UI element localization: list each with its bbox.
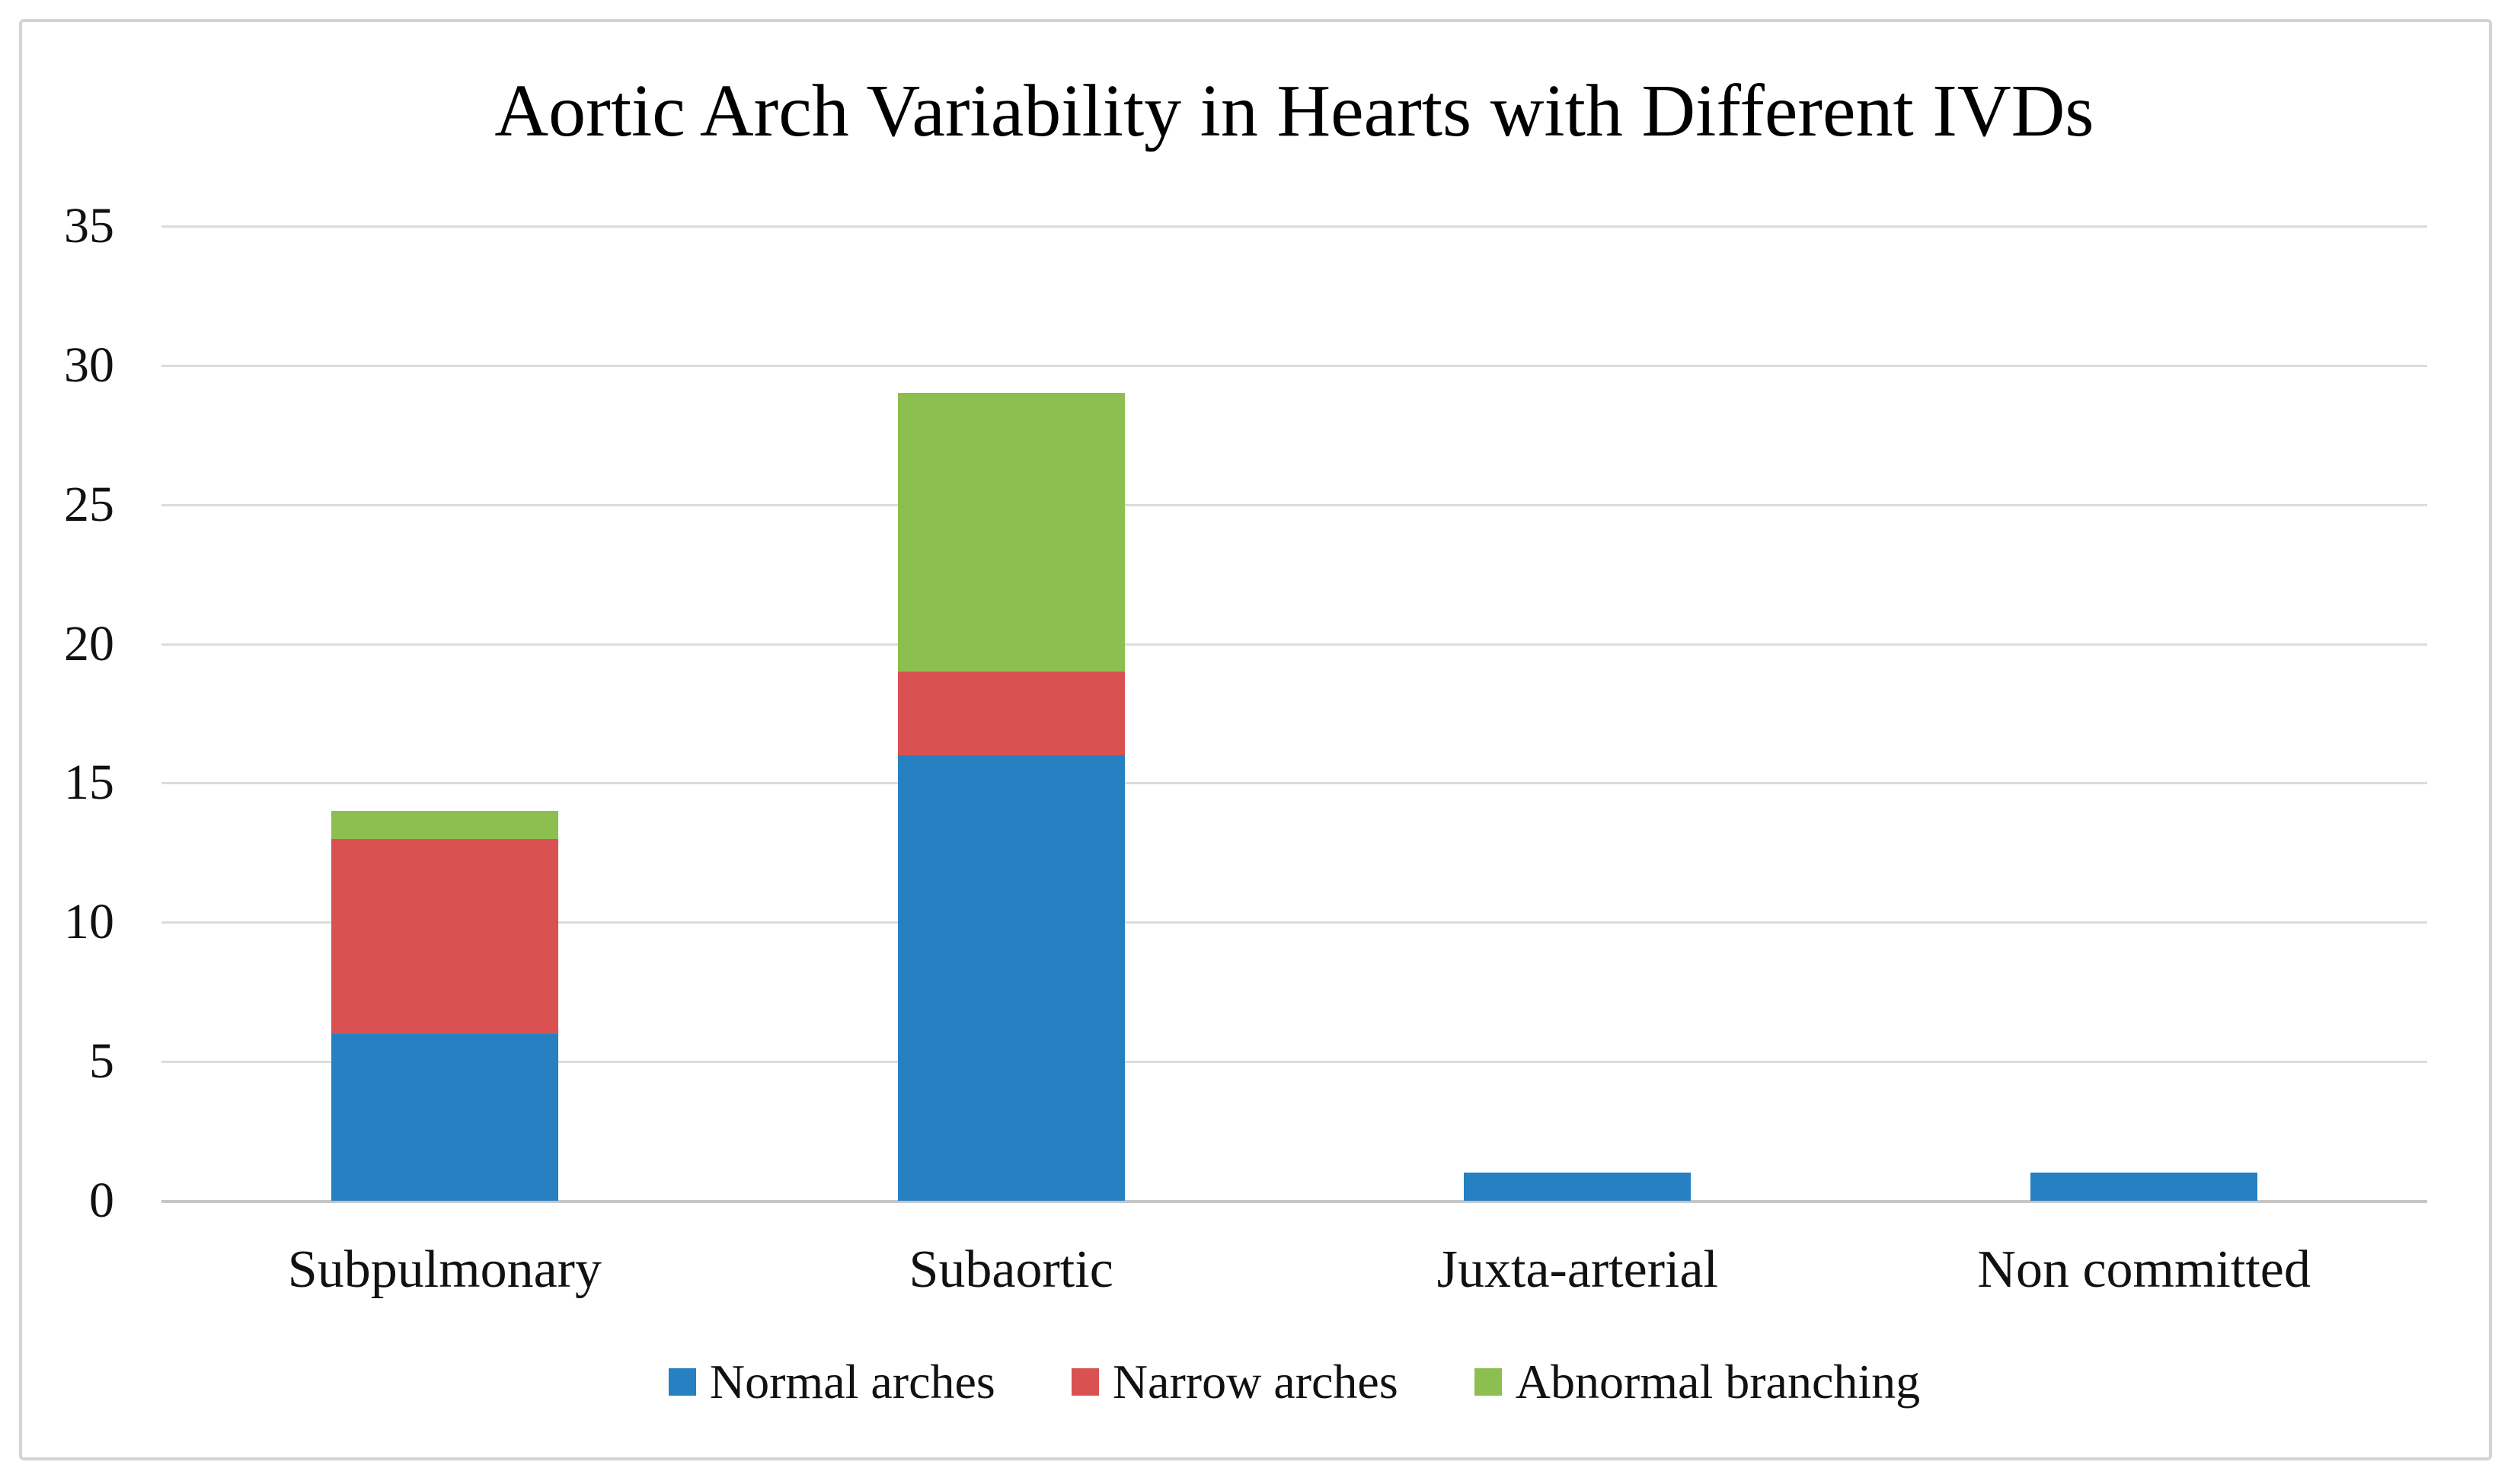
x-axis-line (161, 1200, 2427, 1203)
y-axis-label: 0 (89, 1173, 114, 1228)
bar-segment-subaortic-abnormal-branching (897, 393, 1125, 672)
x-axis-label-non-committed: Non committed (1977, 1240, 2311, 1299)
y-axis-label: 20 (64, 615, 114, 672)
chart-title: Aortic Arch Variability in Hearts with D… (494, 70, 2094, 152)
bar-segment-subpulmonary-abnormal-branching (331, 811, 558, 839)
y-axis-label: 35 (64, 198, 114, 254)
legend-item-abnormal-branching: Abnormal branching (1474, 1354, 1920, 1410)
y-axis-label: 5 (89, 1033, 114, 1090)
bar-segment-non-committed-normal-arches (2030, 1173, 2258, 1201)
x-axis-label-subpulmonary: Subpulmonary (287, 1240, 602, 1299)
gridline (161, 225, 2427, 228)
bar-segment-subaortic-narrow-arches (897, 672, 1125, 755)
legend-item-normal-arches: Normal arches (668, 1354, 995, 1410)
y-axis-label: 10 (64, 894, 114, 950)
gridline (161, 921, 2427, 924)
legend-marker-narrow-arches (1071, 1368, 1099, 1396)
legend-label: Abnormal branching (1515, 1355, 1921, 1409)
legend: Normal arches Narrow arches Abnormal branc… (161, 1354, 2427, 1410)
gridline (161, 503, 2427, 506)
x-axis-label-juxta-arterial: Juxta-arterial (1436, 1240, 1718, 1299)
legend-marker-abnormal-branching (1474, 1368, 1502, 1396)
legend-item-narrow-arches: Narrow arches (1071, 1354, 1398, 1410)
y-axis-label: 25 (64, 476, 114, 532)
gridline (161, 1061, 2427, 1064)
legend-label: Normal arches (709, 1355, 995, 1409)
chart-frame (19, 19, 2492, 1460)
gridline (161, 782, 2427, 785)
y-axis-label: 30 (64, 337, 114, 393)
legend-label: Narrow arches (1112, 1355, 1398, 1409)
y-axis-label: 15 (64, 755, 114, 811)
gridline (161, 643, 2427, 646)
gridline (161, 364, 2427, 367)
bar-segment-juxta-arterial-normal-arches (1464, 1173, 1692, 1201)
bar-segment-subaortic-normal-arches (897, 755, 1125, 1201)
legend-marker-normal-arches (668, 1368, 696, 1396)
bar-segment-subpulmonary-narrow-arches (331, 838, 558, 1034)
x-axis-label-subaortic: Subaortic (909, 1240, 1113, 1299)
bar-segment-subpulmonary-normal-arches (331, 1033, 558, 1201)
